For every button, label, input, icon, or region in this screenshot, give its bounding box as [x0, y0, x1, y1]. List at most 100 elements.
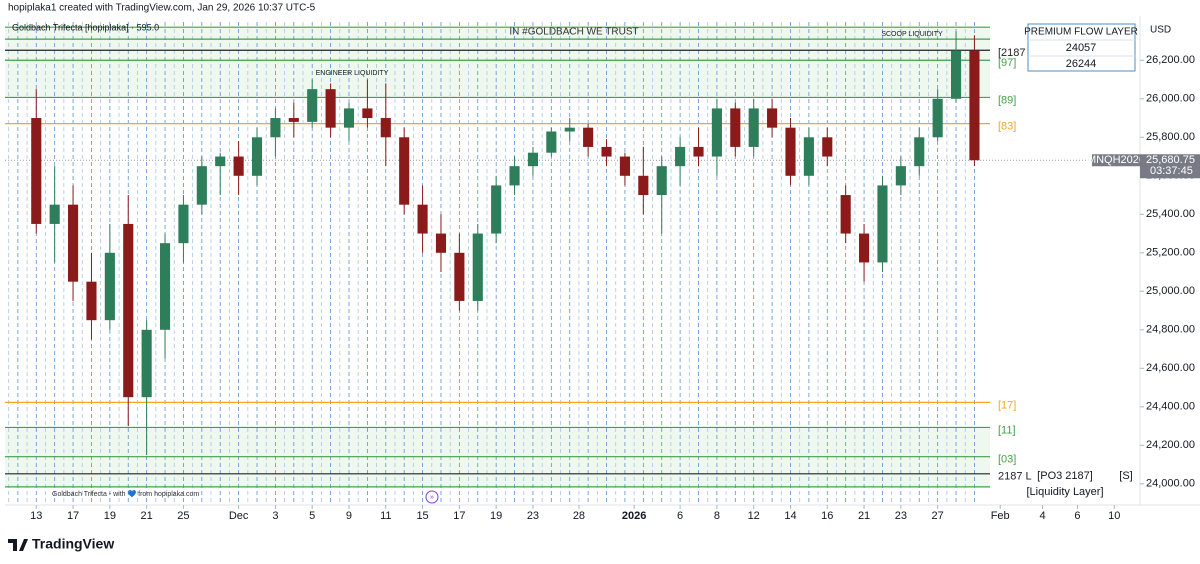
x-tick-label: 16	[821, 510, 833, 522]
footer-note: Goldbach Trifecta - with 💙 from hopiplak…	[52, 489, 199, 498]
candle-body	[969, 50, 980, 161]
candle-body	[583, 127, 594, 147]
x-tick-label: 23	[895, 510, 907, 522]
annotation: ENGINEER LIQUIDITY	[316, 70, 389, 77]
candle-body	[822, 137, 833, 157]
candle-body	[803, 137, 814, 176]
x-tick-label: 8	[714, 510, 720, 522]
x-tick-label: 6	[1074, 510, 1080, 522]
candle-body	[343, 108, 355, 128]
candle-body	[932, 98, 943, 138]
price-badge	[1140, 154, 1200, 179]
candle-body	[159, 243, 171, 330]
candle-body	[325, 89, 336, 128]
symbol-badge-text: MNQH2026	[1087, 154, 1145, 166]
table-title: PREMIUM FLOW LAYER	[1024, 27, 1138, 38]
y-tick-label: 24,400.00	[1146, 401, 1195, 413]
x-tick-label: Feb	[991, 510, 1010, 522]
candle-body	[215, 156, 226, 167]
x-tick-label: 27	[932, 510, 944, 522]
x-tick-label: 5	[309, 510, 315, 522]
price-badge-text: 25,680.75	[1146, 154, 1195, 166]
table-cell: 24057	[1066, 42, 1097, 54]
candle-body	[693, 146, 704, 157]
y-tick-label: 26,200.00	[1146, 54, 1195, 66]
candle-body	[950, 50, 962, 99]
brand: TradingView	[32, 536, 114, 552]
candle-body	[141, 329, 152, 398]
plot-layer: [2187 H][6561][97][89][83][17][11][03]21…	[5, 26, 1140, 488]
candle-body	[895, 166, 906, 186]
x-tick-label: 10	[1108, 510, 1120, 522]
level-label: 2187 L	[998, 471, 1032, 483]
premium-zone	[5, 27, 990, 98]
x-tick-label: 19	[490, 510, 502, 522]
x-tick-label: 3	[272, 510, 278, 522]
candle-body	[491, 185, 502, 234]
x-tick-label: Dec	[229, 510, 249, 522]
candle-body	[638, 175, 649, 196]
x-tick-label: 17	[67, 510, 79, 522]
candle-body	[417, 204, 428, 234]
candle-body	[362, 108, 373, 119]
symbol-badge	[1092, 154, 1140, 167]
y-tick-label: 24,000.00	[1146, 478, 1195, 490]
x-tick-label: 15	[416, 510, 428, 522]
level-label: [11]	[998, 424, 1016, 436]
candle-body	[619, 156, 630, 176]
x-tick-label: 14	[784, 510, 796, 522]
premium-table	[1027, 23, 1136, 72]
x-tick-label: 28	[573, 510, 585, 522]
x-tick-label: 13	[30, 510, 42, 522]
y-tick-label: 24,800.00	[1146, 324, 1195, 336]
y-tick-label: 25,000.00	[1146, 285, 1195, 297]
candle-body	[86, 281, 97, 321]
candle-body	[546, 131, 557, 153]
candle-body	[675, 146, 686, 167]
side-label: [S]	[1119, 470, 1132, 482]
y-tick-label: 25,800.00	[1146, 131, 1195, 143]
level-label: [97]	[998, 57, 1016, 69]
candle-body	[472, 233, 483, 301]
candle-body	[123, 223, 134, 398]
logo-mark	[8, 539, 28, 551]
indicator-title: Goldbach Trifecta [hopiplaka] · 595.0	[12, 22, 159, 32]
side-label: [PO3 2187]	[1037, 470, 1093, 482]
y-tick-label: 26,000.00	[1146, 93, 1195, 105]
candle-body	[527, 152, 539, 167]
y-tick-label: 25,200.00	[1146, 247, 1195, 259]
candle-body	[270, 118, 281, 138]
x-tick-label: 4	[1039, 510, 1045, 522]
y-tick-label: 24,600.00	[1146, 362, 1195, 374]
candle-body	[785, 127, 796, 176]
candle-body	[288, 118, 299, 122]
candle-body	[767, 108, 778, 128]
x-tick-label: 11	[380, 510, 391, 522]
countdown-text: 03:37:45	[1150, 165, 1193, 177]
table-cell: 26244	[1066, 58, 1097, 70]
candle-body	[49, 204, 60, 224]
candle-body	[564, 127, 575, 132]
candle-body	[196, 166, 207, 205]
candle-body	[104, 252, 115, 321]
candle-body	[380, 118, 391, 138]
candle-body	[877, 185, 888, 263]
level-label: [03]	[998, 454, 1016, 466]
header: hopiplaka1 created with TradingView.com,…	[8, 3, 316, 14]
candle-body	[399, 137, 410, 205]
y-tick-label: 25,400.00	[1146, 208, 1195, 220]
level-label: [83]	[998, 121, 1016, 133]
candle-body	[68, 204, 79, 282]
candle-body	[307, 89, 318, 122]
candle-body	[454, 252, 465, 301]
candle-body	[840, 195, 851, 234]
x-tick-label: 21	[858, 510, 870, 522]
candle-body	[859, 233, 870, 263]
x-tick-label: 9	[346, 510, 352, 522]
replay-icon[interactable]	[425, 490, 439, 504]
x-tick-label: 21	[141, 510, 153, 522]
candle-body	[601, 146, 612, 157]
candle-body	[435, 233, 447, 253]
annotation: SCOOP LIQUIDITY	[881, 31, 943, 38]
